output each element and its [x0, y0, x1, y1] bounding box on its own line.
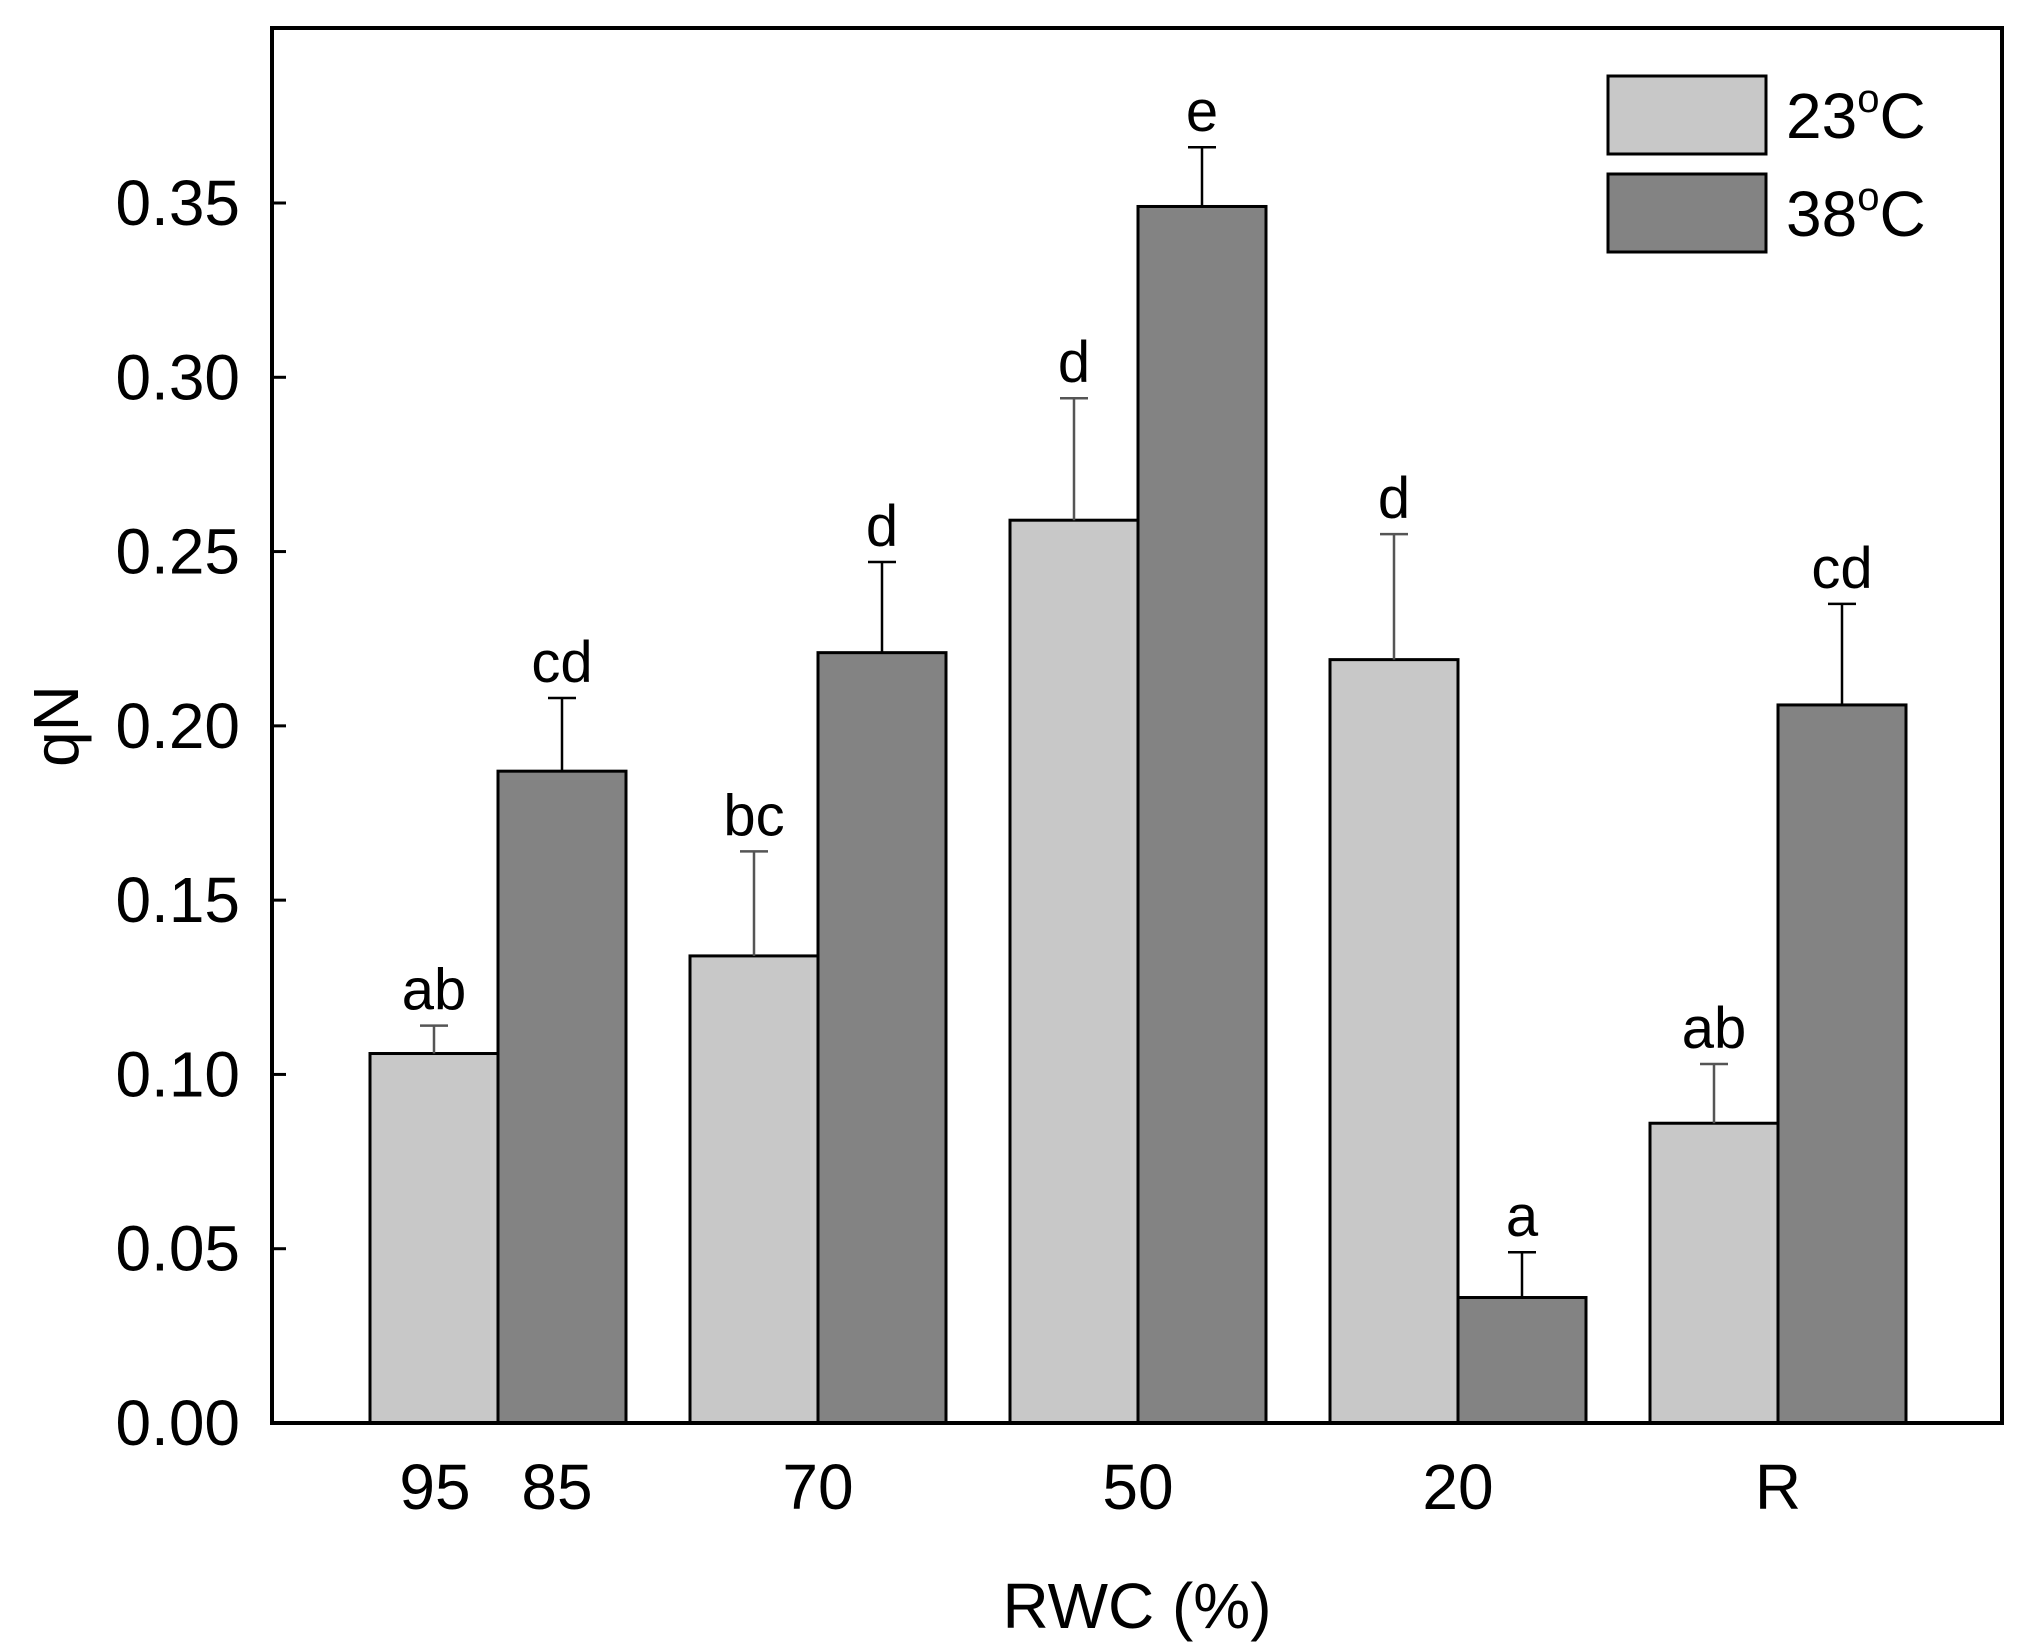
legend-swatch-23c: [1606, 74, 1768, 156]
y-tick-label: 0.30: [115, 341, 240, 413]
x-tick-label: R: [1755, 1451, 1801, 1523]
x-tick-label: 50: [1102, 1451, 1173, 1523]
y-tick-label: 0.05: [115, 1213, 240, 1285]
y-axis: 0.00 0.05 0.10 0.15 0.20 0.25 0.30 0.35: [115, 167, 286, 1459]
bar-23c-group-2: [688, 954, 820, 1425]
significance-letter-38c-group-1: cd: [531, 630, 592, 695]
legend-label-38c: 38oC: [1786, 175, 1926, 250]
y-tick-label: 0.35: [115, 167, 240, 239]
x-tick-label: 20: [1422, 1451, 1493, 1523]
significance-letter-38c-group-5: cd: [1811, 536, 1872, 601]
x-axis: 95 85 70 50 20 R: [399, 1451, 1801, 1523]
bar-23c-group-3: [1008, 518, 1140, 1425]
y-tick-label: 0.10: [115, 1038, 240, 1110]
significance-letter-23c-group-5: ab: [1682, 996, 1747, 1061]
bar-38c-group-5: [1776, 703, 1908, 1425]
significance-letter-23c-group-4: d: [1378, 466, 1410, 531]
significance-letters-layer: ab bc d d ab cd d e a cd: [402, 79, 1873, 1249]
significance-letter-38c-group-3: e: [1186, 79, 1218, 144]
y-axis-title: qN: [20, 685, 92, 767]
bar-38c-group-4: [1456, 1296, 1588, 1425]
y-tick-label: 0.20: [115, 690, 240, 762]
y-tick-label: 0.25: [115, 516, 240, 588]
y-tick-label: 0.00: [115, 1387, 240, 1459]
x-axis-title: RWC (%): [1003, 1570, 1272, 1642]
x-tick-label: 85: [521, 1451, 592, 1523]
y-tick-label: 0.15: [115, 864, 240, 936]
significance-letter-23c-group-3: d: [1058, 330, 1090, 395]
bar-38c-group-3: [1136, 204, 1268, 1425]
x-tick-label: 95: [399, 1451, 470, 1523]
significance-letter-23c-group-2: bc: [723, 783, 784, 848]
x-tick-label: 70: [782, 1451, 853, 1523]
legend: 23oC 38oC: [1606, 74, 1926, 254]
bars-layer: [368, 204, 1908, 1425]
error-bars-layer: [420, 145, 1856, 1298]
bar-23c-group-5: [1648, 1121, 1780, 1425]
legend-swatch-38c: [1606, 172, 1768, 254]
bar-23c-group-4: [1328, 658, 1460, 1425]
bar-23c-group-1: [368, 1052, 500, 1425]
bar-38c-group-1: [496, 769, 628, 1425]
significance-letter-23c-group-1: ab: [402, 958, 467, 1023]
bar-38c-group-2: [816, 651, 948, 1425]
legend-label-23c: 23oC: [1786, 77, 1926, 152]
significance-letter-38c-group-4: a: [1506, 1184, 1539, 1249]
significance-letter-38c-group-2: d: [866, 494, 898, 559]
